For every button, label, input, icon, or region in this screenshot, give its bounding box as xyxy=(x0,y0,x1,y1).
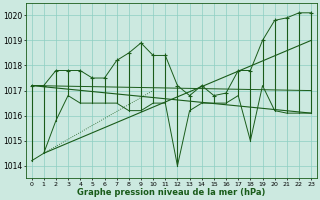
X-axis label: Graphe pression niveau de la mer (hPa): Graphe pression niveau de la mer (hPa) xyxy=(77,188,266,197)
